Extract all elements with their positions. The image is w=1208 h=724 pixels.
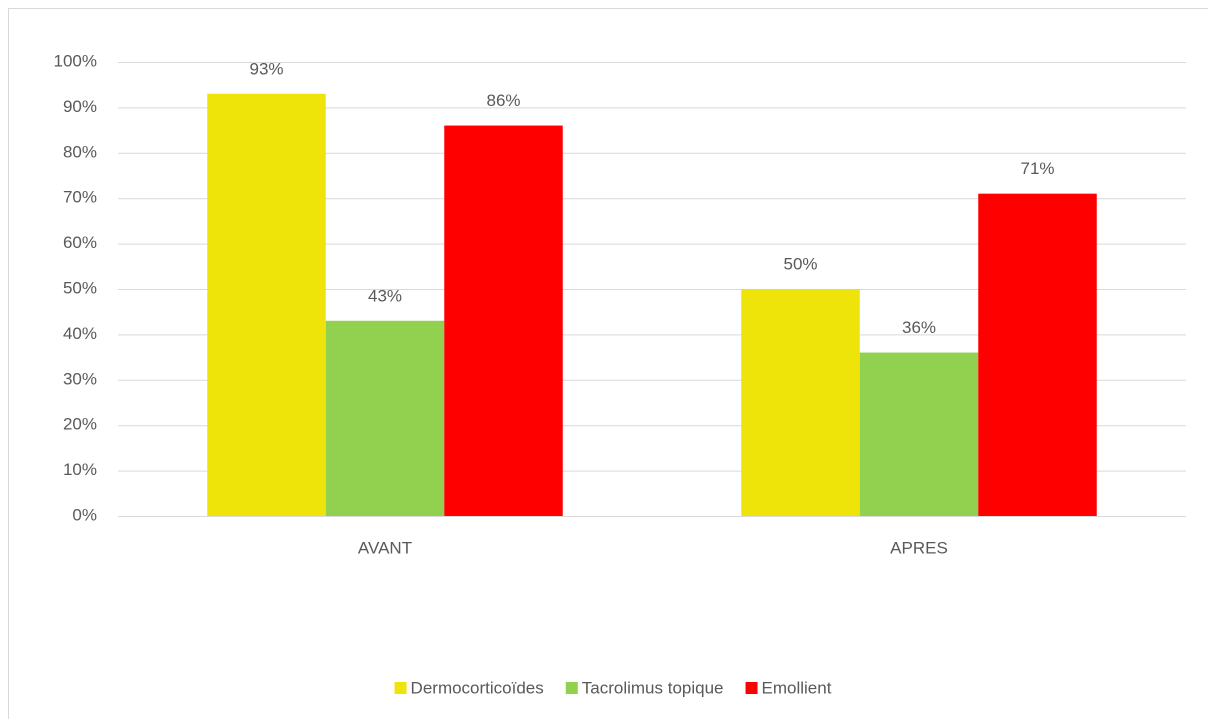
x-tick-label: AVANT [358, 538, 412, 557]
bar [326, 321, 445, 516]
data-label: 93% [249, 59, 283, 78]
data-label: 50% [783, 254, 817, 273]
y-tick-label: 90% [63, 97, 97, 116]
legend-label: Dermocorticoïdes [411, 678, 544, 697]
bar [444, 126, 563, 516]
y-tick-label: 50% [63, 278, 97, 297]
legend-swatch [746, 682, 758, 694]
bar [978, 194, 1097, 516]
y-tick-label: 100% [54, 51, 97, 70]
legend-swatch [566, 682, 578, 694]
legend-swatch [395, 682, 407, 694]
x-tick-label: APRES [890, 538, 948, 557]
legend-label: Emollient [762, 678, 832, 697]
y-tick-label: 70% [63, 188, 97, 207]
bar [860, 353, 979, 516]
legend-label: Tacrolimus topique [582, 678, 724, 697]
y-tick-label: 60% [63, 233, 97, 252]
y-tick-label: 0% [72, 505, 97, 524]
y-tick-label: 80% [63, 142, 97, 161]
bar [741, 289, 860, 516]
data-label: 43% [368, 286, 402, 305]
data-label: 71% [1020, 159, 1054, 178]
y-tick-label: 30% [63, 369, 97, 388]
y-tick-label: 10% [63, 460, 97, 479]
bar [207, 94, 326, 516]
data-label: 86% [486, 91, 520, 110]
y-tick-label: 40% [63, 324, 97, 343]
y-tick-label: 20% [63, 415, 97, 434]
data-label: 36% [902, 318, 936, 337]
